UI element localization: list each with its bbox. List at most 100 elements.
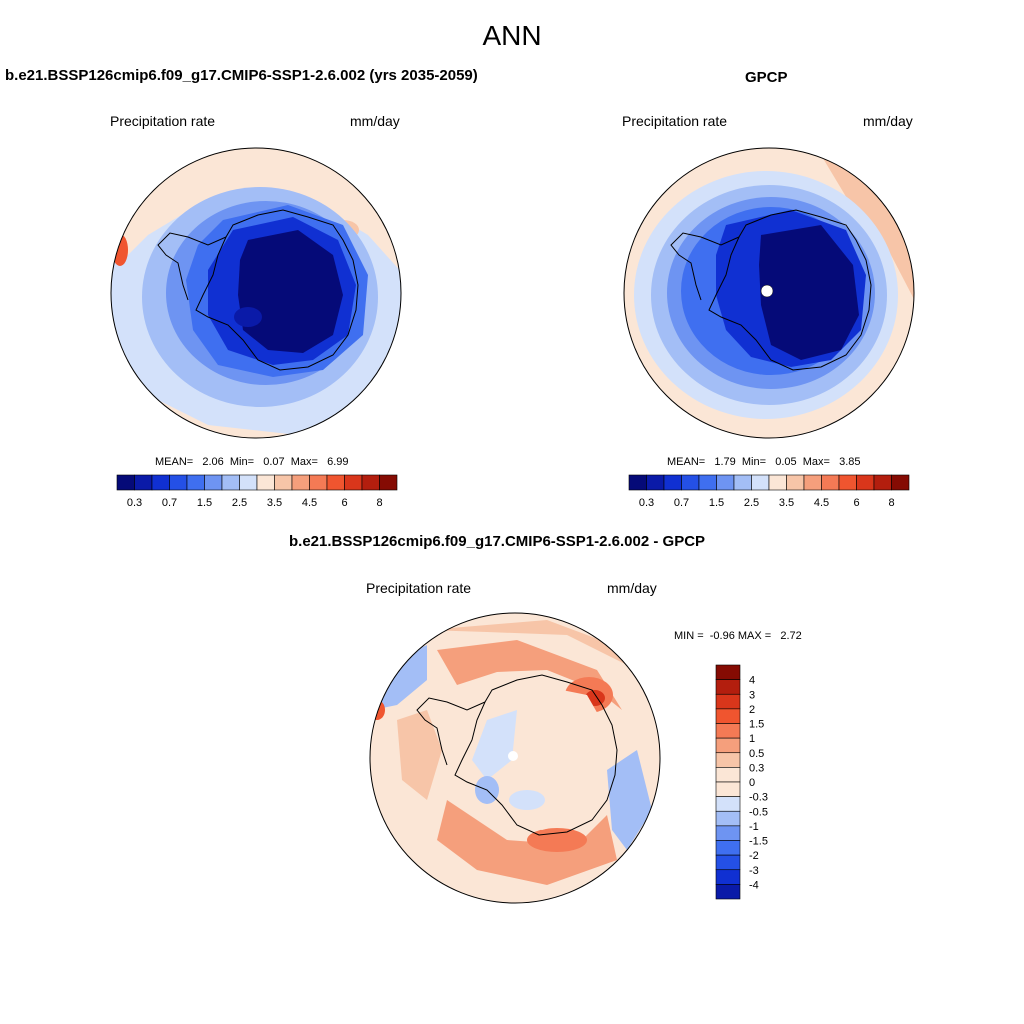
colorbar-tick-label: 0.3 (749, 762, 764, 774)
panel1-units-label: mm/day (350, 113, 400, 129)
colorbar-swatch (379, 474, 398, 491)
colorbar-swatch (361, 474, 380, 491)
map-panel2-obs (623, 147, 915, 439)
colorbar-tick-label: 1.5 (197, 497, 212, 509)
colorbar-swatch (768, 474, 787, 491)
panel3-units-label: mm/day (607, 580, 657, 596)
colorbar-tick-label: 2.5 (744, 497, 759, 509)
colorbar-swatch (838, 474, 857, 491)
colorbar-tick-label: 3.5 (267, 497, 282, 509)
colorbar-swatch (715, 840, 741, 856)
map-boundary (623, 147, 915, 439)
colorbar-panel3: 4 3 2 1.5 1 0.5 0.3 0 -0.3 -0.5 -1 -1.5 -2 -3 -4 (715, 664, 768, 900)
colorbar-tick-label: -1.5 (749, 836, 768, 848)
colorbar-swatch (221, 474, 240, 491)
colorbar-panel2: 0.3 0.7 1.5 2.5 3.5 4.5 6 8 (628, 474, 910, 509)
colorbar-swatch (628, 474, 647, 491)
colorbar-swatch (663, 474, 682, 491)
colorbar-tick-label: -2 (749, 850, 759, 862)
colorbar-swatch (274, 474, 293, 491)
colorbar-swatch (715, 752, 741, 768)
panel3-title: b.e21.BSSP126cmip6.f09_g17.CMIP6-SSP1-2.… (289, 533, 706, 550)
colorbar-tick-label: 1 (749, 733, 755, 745)
colorbar-swatch (751, 474, 770, 491)
colorbar-tick-label: 0.7 (674, 497, 689, 509)
colorbar-tick-label: 1.5 (709, 497, 724, 509)
colorbar-tick-label: 4.5 (814, 497, 829, 509)
colorbar-tick-label: -4 (749, 879, 759, 891)
colorbar-tick-label: 2 (749, 704, 755, 716)
colorbar-swatch (715, 708, 741, 724)
colorbar-swatch (733, 474, 752, 491)
colorbar-tick-label: 1.5 (749, 719, 764, 731)
colorbar-swatch (326, 474, 345, 491)
colorbar-tick-label: 6 (853, 497, 859, 509)
colorbar-tick-label: -3 (749, 865, 759, 877)
panel2-variable-label: Precipitation rate (622, 113, 728, 129)
colorbar-swatch (715, 737, 741, 754)
colorbar-swatch (715, 664, 741, 680)
colorbar-swatch (344, 474, 363, 491)
colorbar-swatch (291, 474, 310, 491)
colorbar-swatch (891, 474, 910, 491)
colorbar-swatch (698, 474, 717, 491)
map-panel1-model (110, 147, 402, 439)
map-boundary (369, 612, 661, 904)
colorbar-swatch (204, 474, 223, 491)
colorbar-swatch (151, 474, 170, 491)
colorbar-swatch (256, 474, 275, 491)
colorbar-swatch (715, 884, 741, 900)
colorbar-swatch (715, 825, 741, 841)
colorbar-tick-label: 8 (888, 497, 894, 509)
colorbar-swatch (715, 679, 741, 695)
colorbar-swatch (821, 474, 840, 491)
colorbar-swatch (715, 693, 741, 710)
colorbar-swatch (134, 474, 153, 491)
colorbar-swatch (715, 796, 741, 812)
colorbar-swatch (646, 474, 665, 491)
figure-title: ANN (482, 20, 542, 51)
colorbar-tick-label: -0.3 (749, 792, 768, 804)
colorbar-tick-label: 0.5 (749, 748, 764, 760)
colorbar-tick-label: 2.5 (232, 497, 247, 509)
panel2-title: GPCP (745, 69, 788, 86)
colorbar-tick-label: 0.3 (127, 497, 142, 509)
colorbar-swatch (873, 474, 892, 491)
colorbar-swatch (715, 781, 741, 797)
colorbar-swatch (239, 474, 258, 491)
colorbar-swatch (715, 810, 741, 827)
colorbar-swatch (715, 767, 741, 783)
panel2-stats: MEAN= 1.79 Min= 0.05 Max= 3.85 (667, 456, 861, 468)
colorbar-tick-label: 8 (376, 497, 382, 509)
colorbar-tick-label: -0.5 (749, 806, 768, 818)
panel1-stats: MEAN= 2.06 Min= 0.07 Max= 6.99 (155, 456, 349, 468)
colorbar-swatch (715, 854, 741, 871)
panel1-variable-label: Precipitation rate (110, 113, 216, 129)
colorbar-tick-label: 0.3 (639, 497, 654, 509)
panel3-stats: MIN = -0.96 MAX = 2.72 (674, 630, 802, 642)
colorbar-swatch (786, 474, 805, 491)
colorbar-swatch (116, 474, 135, 491)
colorbar-tick-label: 4.5 (302, 497, 317, 509)
panel1-title: b.e21.BSSP126cmip6.f09_g17.CMIP6-SSP1-2.… (5, 67, 478, 84)
precip-field-model (111, 148, 401, 438)
colorbar-tick-label: 3 (749, 689, 755, 701)
panel3-variable-label: Precipitation rate (366, 580, 472, 596)
colorbar-swatch (309, 474, 328, 491)
colorbar-tick-label: 6 (341, 497, 347, 509)
colorbar-tick-label: 0 (749, 777, 755, 789)
colorbar-swatch (715, 723, 741, 739)
colorbar-swatch (169, 474, 188, 491)
colorbar-swatch (856, 474, 875, 491)
colorbar-tick-label: 3.5 (779, 497, 794, 509)
map-panel3-diff (369, 612, 661, 904)
colorbar-swatch (803, 474, 822, 491)
colorbar-tick-label: -1 (749, 821, 759, 833)
colorbar-panel1: 0.3 0.7 1.5 2.5 3.5 4.5 6 8 (116, 474, 398, 509)
colorbar-swatch (716, 474, 735, 491)
missing-data-marker (508, 751, 518, 761)
colorbar-tick-label: 0.7 (162, 497, 177, 509)
colorbar-tick-label: 4 (749, 675, 755, 687)
colorbar-swatch (715, 869, 741, 885)
colorbar-swatch (681, 474, 700, 491)
